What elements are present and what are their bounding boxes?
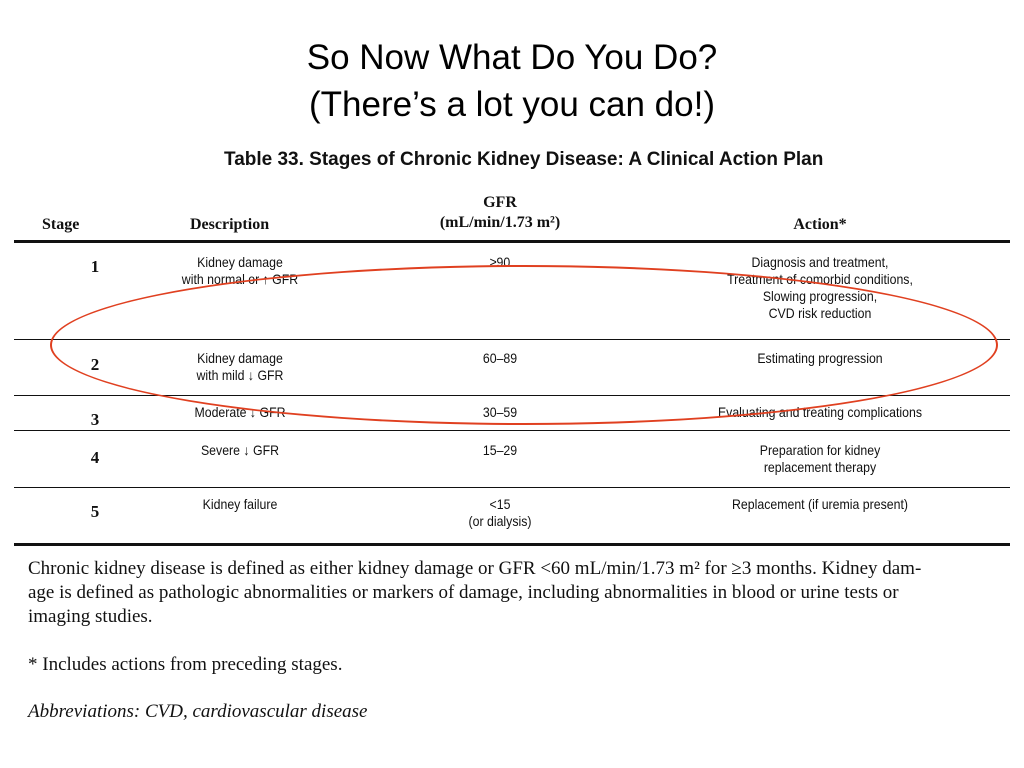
row-3-description: Moderate ↓ GFR	[194, 404, 286, 420]
row-1-action-line-1: Diagnosis and treatment,	[751, 254, 889, 270]
row-4-gfr: 15–29	[482, 442, 518, 458]
row-3-action: Evaluating and treating complications	[717, 404, 923, 420]
header-stage: Stage	[42, 216, 80, 233]
row-2-description: Kidney damage with mild ↓ GFR	[161, 350, 319, 384]
row-3-rule	[14, 430, 1010, 431]
row-5-stage: 5	[90, 502, 100, 521]
row-1-description: Kidney damage with normal or ↑ GFR	[161, 254, 319, 288]
header-action: Action*	[793, 216, 847, 233]
row-4-action-line-1: Preparation for kidney	[759, 442, 881, 458]
row-1-action-line-2: Treatment of comorbid conditions,	[727, 271, 913, 287]
header-description: Description	[190, 216, 270, 233]
table-bottom-rule	[14, 543, 1010, 546]
row-2-stage: 2	[90, 355, 100, 374]
header-gfr-line-2: (mL/min/1.73 m²)	[439, 214, 561, 231]
abbreviations-note: Abbreviations: CVD, cardiovascular disea…	[28, 701, 368, 722]
row-2-rule	[14, 395, 1010, 396]
row-5-description: Kidney failure	[202, 496, 278, 512]
row-1-rule	[14, 339, 1010, 340]
row-4-description: Severe ↓ GFR	[200, 442, 280, 458]
row-4-rule	[14, 487, 1010, 488]
row-1-stage: 1	[90, 257, 100, 276]
row-2-gfr: 60–89	[482, 350, 518, 366]
row-2-action: Estimating progression	[757, 350, 883, 366]
row-4-stage: 4	[90, 448, 100, 467]
header-gfr: GFR (mL/min/1.73 m²)	[420, 193, 580, 233]
row-2-description-line-2: with mild ↓ GFR	[196, 367, 284, 383]
header-gfr-line-1: GFR	[483, 194, 517, 211]
definition-line-3: imaging studies.	[28, 606, 153, 627]
row-5-action: Replacement (if uremia present)	[732, 496, 908, 512]
row-4-action-line-2: replacement therapy	[763, 459, 877, 475]
footnote: * Includes actions from preceding stages…	[28, 654, 343, 675]
row-5-gfr-line-1: <15	[489, 496, 511, 512]
row-1-action-line-4: CVD risk reduction	[768, 305, 872, 321]
row-5-gfr: <15 (or dialysis)	[438, 496, 561, 530]
header-rule	[14, 240, 1010, 243]
row-1-action-line-3: Slowing progression,	[762, 288, 878, 304]
definition-line-2: age is defined as pathologic abnormaliti…	[28, 582, 899, 603]
slide-title-line-1: So Now What Do You Do?	[306, 38, 718, 77]
table-caption: Table 33. Stages of Chronic Kidney Disea…	[224, 149, 824, 170]
row-3-gfr: 30–59	[482, 404, 518, 420]
slide-title-line-2: (There’s a lot you can do!)	[309, 85, 715, 124]
slide-title: So Now What Do You Do? (There’s a lot yo…	[0, 34, 1024, 128]
row-5-gfr-line-2: (or dialysis)	[468, 513, 532, 529]
definition-note: Chronic kidney disease is defined as eit…	[28, 557, 1014, 629]
row-3-stage: 3	[90, 410, 100, 429]
row-4-action: Preparation for kidney replacement thera…	[697, 442, 943, 476]
row-1-action: Diagnosis and treatment, Treatment of co…	[697, 254, 943, 322]
row-1-description-line-2: with normal or ↑ GFR	[181, 271, 299, 287]
definition-line-1: Chronic kidney disease is defined as eit…	[28, 558, 922, 579]
row-1-description-line-1: Kidney damage	[197, 254, 283, 270]
row-2-description-line-1: Kidney damage	[197, 350, 283, 366]
row-1-gfr: ≥90	[489, 254, 511, 270]
